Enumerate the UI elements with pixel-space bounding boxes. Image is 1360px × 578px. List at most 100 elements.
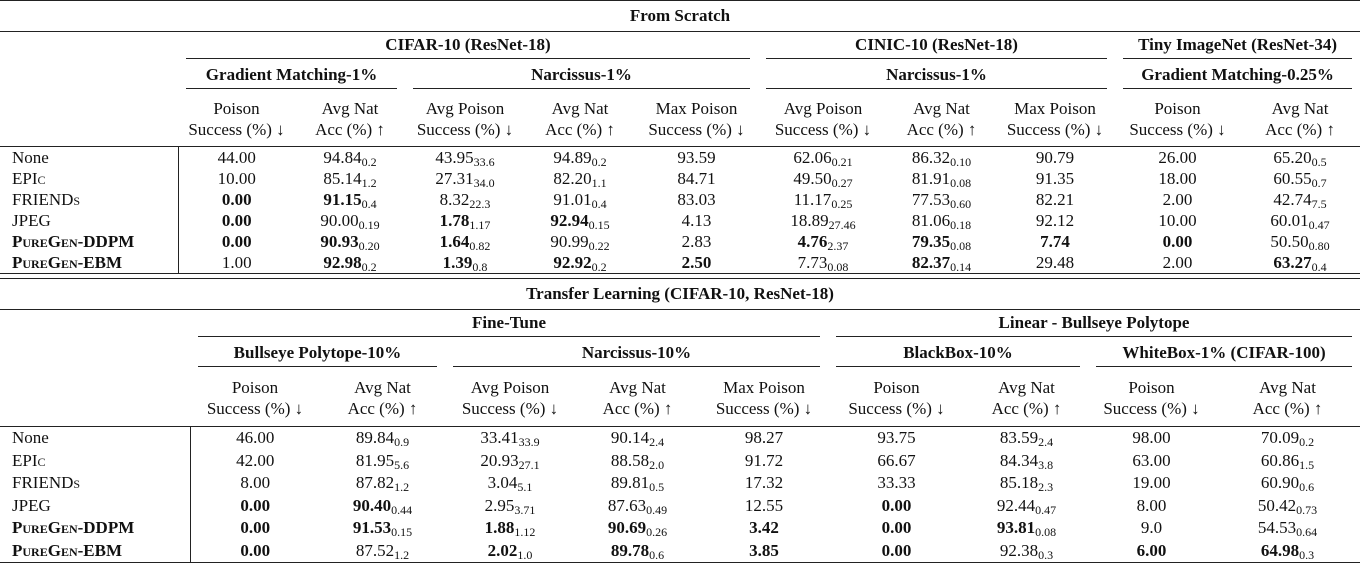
cell: 4.762.37 xyxy=(758,231,888,252)
column-header: Avg Nat Acc (%) ↑ xyxy=(965,370,1088,427)
cell-std: 0.2 xyxy=(591,154,607,169)
cell-value: 7.74 xyxy=(1040,231,1070,251)
method-name: JPEG xyxy=(0,494,191,517)
group-label: Narcissus-10% xyxy=(453,343,820,367)
cell: 90.690.26 xyxy=(575,517,700,540)
cell: 49.500.27 xyxy=(758,168,888,189)
cell-value: 70.09 xyxy=(1260,428,1300,448)
cell: 87.521.2 xyxy=(320,539,445,563)
cell-std: 0.80 xyxy=(1308,238,1330,253)
cell-value: 81.06 xyxy=(911,210,951,230)
empty-cell xyxy=(0,62,178,92)
cell-std: 0.64 xyxy=(1296,525,1318,540)
table-body: Transfer Learning (CIFAR-10, ResNet-18) F… xyxy=(0,278,1360,563)
cell-value: 2.95 xyxy=(484,495,515,515)
cell-value: 10.00 xyxy=(1158,210,1197,230)
cell: 85.182.3 xyxy=(965,472,1088,495)
cell-value: 82.21 xyxy=(1035,189,1075,209)
cell-std: 0.73 xyxy=(1296,502,1318,517)
cell-value: 1.78 xyxy=(439,210,470,230)
cell-std: 3.8 xyxy=(1038,457,1054,472)
cell-value: 86.32 xyxy=(911,147,951,167)
cell: 0.00 xyxy=(178,189,295,210)
cell: 2.021.0 xyxy=(445,539,575,563)
cell-value: 90.79 xyxy=(1035,147,1075,167)
cell-value: 0.00 xyxy=(221,189,252,209)
cell: 4.13 xyxy=(635,210,758,231)
cell-value: 84.71 xyxy=(677,168,716,188)
column-header-line: Avg Nat xyxy=(354,378,411,397)
cell-std: 22.3 xyxy=(469,196,491,211)
column-header-line: Max Poison xyxy=(655,99,738,118)
cell: 83.592.4 xyxy=(965,427,1088,450)
cell: 0.00 xyxy=(190,495,320,518)
column-header-line: Avg Nat xyxy=(1271,99,1329,118)
column-header-row: Poison Success (%) ↓ Avg Nat Acc (%) ↑ Avg P… xyxy=(0,370,1360,427)
cell-std: 2.3 xyxy=(1038,480,1054,495)
cell-value: 94.89 xyxy=(553,147,592,167)
cell-value: 1.64 xyxy=(439,231,470,251)
cell-value: 92.12 xyxy=(1035,210,1075,230)
cell-std: 7.5 xyxy=(1311,196,1327,211)
group-label: Narcissus-1% xyxy=(766,65,1107,89)
group-header: Fine-Tune xyxy=(190,310,828,341)
column-header-line: Poison xyxy=(231,378,279,397)
cell: 8.3222.3 xyxy=(405,189,525,210)
column-header: Max Poison Success (%) ↓ xyxy=(700,370,828,427)
cell-std: 0.21 xyxy=(831,154,853,169)
cell-std: 0.14 xyxy=(950,259,972,274)
cell-value: 2.00 xyxy=(1162,252,1193,272)
column-header: Avg Nat Acc (%) ↑ xyxy=(1215,370,1360,427)
cell-value: 7.73 xyxy=(797,252,828,272)
method-name: FRIENDs xyxy=(0,189,179,210)
cell: 3.42 xyxy=(700,517,828,540)
data-row: EPIc 42.00 81.955.6 20.9327.1 88.582.0 91.72 6… xyxy=(0,449,1360,473)
column-header: Avg Nat Acc (%) ↑ xyxy=(320,370,445,427)
cell-std: 27.46 xyxy=(828,217,856,232)
cell-std: 0.44 xyxy=(391,502,413,517)
column-header-line: Poison xyxy=(873,378,920,397)
cell-value: 9.0 xyxy=(1140,518,1163,538)
cell-value: 0.00 xyxy=(240,540,271,560)
column-header: Avg Nat Acc (%) ↑ xyxy=(1240,92,1360,147)
group-header: Gradient Matching-1% xyxy=(178,62,405,92)
column-header-line: Acc (%) ↑ xyxy=(906,120,977,139)
method-name: PureGen-DDPM xyxy=(0,517,191,540)
group-label: CIFAR-10 (ResNet-18) xyxy=(186,35,750,59)
cell-value: 90.99 xyxy=(550,231,589,251)
cell-std: 0.08 xyxy=(950,175,972,190)
cell: 93.75 xyxy=(828,427,965,450)
subgroups-row: Gradient Matching-1% Narcissus-1% Narcissu… xyxy=(0,62,1360,92)
cell: 85.141.2 xyxy=(295,168,405,189)
method-name: PureGen-EBM xyxy=(0,252,179,274)
cell: 89.840.9 xyxy=(320,427,445,450)
cell-std: 0.26 xyxy=(646,525,668,540)
cell: 92.920.2 xyxy=(525,252,635,274)
cell-std: 0.3 xyxy=(1299,547,1315,562)
column-header-line: Success (%) ↓ xyxy=(848,399,945,418)
cell: 92.12 xyxy=(995,210,1115,231)
cell: 1.781.17 xyxy=(405,210,525,231)
cell-value: 1.39 xyxy=(442,252,473,272)
cell: 3.045.1 xyxy=(445,472,575,495)
cell: 19.00 xyxy=(1088,472,1215,495)
group-header: Narcissus-1% xyxy=(405,62,758,92)
cell-std: 0.2 xyxy=(591,259,607,274)
cell-value: 94.84 xyxy=(323,147,362,167)
column-header: Poison Success (%) ↓ xyxy=(1088,370,1215,427)
column-header: Poison Success (%) ↓ xyxy=(190,370,320,427)
column-header-line: Acc (%) ↑ xyxy=(1252,399,1323,418)
column-header-line: Success (%) ↓ xyxy=(188,120,285,139)
data-row: PureGen-DDPM 0.00 90.930.20 1.640.82 90.990.… xyxy=(0,231,1360,252)
cell-value: 27.31 xyxy=(435,168,474,188)
cell: 42.747.5 xyxy=(1240,189,1360,210)
group-label: Narcissus-1% xyxy=(413,65,750,89)
cell: 81.955.6 xyxy=(320,450,445,473)
group-label: Gradient Matching-1% xyxy=(186,65,397,89)
cell-value: 54.53 xyxy=(1257,518,1297,538)
cell-std: 0.4 xyxy=(1311,259,1327,274)
column-header: Poison Success (%) ↓ xyxy=(1115,92,1240,147)
subgroups-row: Bullseye Polytope-10% Narcissus-10% BlackB… xyxy=(0,340,1360,370)
cell-value: 8.00 xyxy=(240,473,271,493)
cell: 1.390.8 xyxy=(405,252,525,274)
